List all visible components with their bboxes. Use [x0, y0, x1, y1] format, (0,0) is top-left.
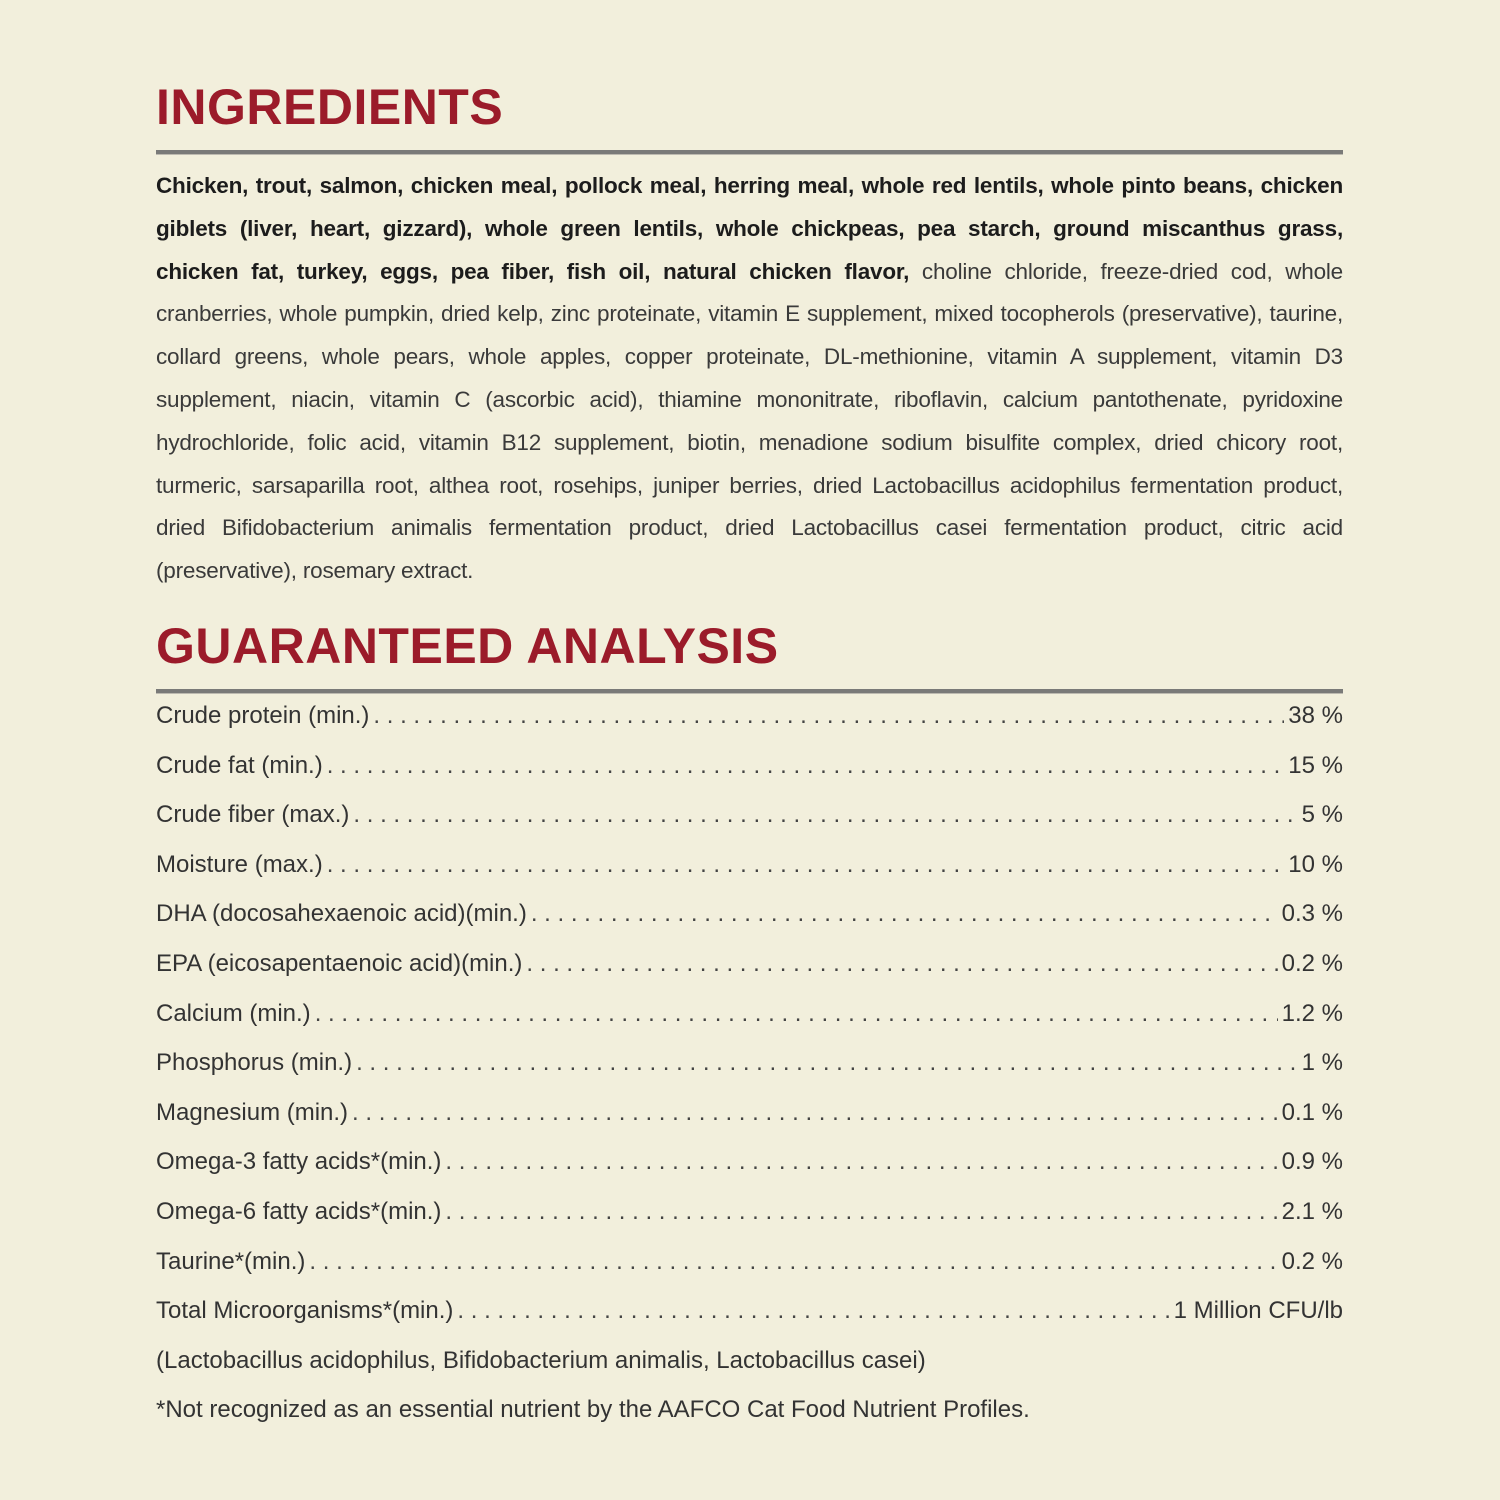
ingredients-divider — [156, 150, 1343, 155]
dot-leader — [353, 801, 1297, 829]
nutrient-label: Omega-6 fatty acids*(min.) — [156, 1197, 442, 1225]
analysis-heading: GUARANTEED ANALYSIS — [156, 618, 779, 674]
ingredients-section: INGREDIENTS Chicken, trout, salmon, chic… — [156, 82, 1343, 593]
analysis-row: Omega-6 fatty acids*(min.) 2.1 % — [156, 1198, 1343, 1248]
analysis-row: Moisture (max.) 10 % — [156, 851, 1343, 901]
dot-leader — [531, 900, 1278, 928]
ingredients-list: Chicken, trout, salmon, chicken meal, po… — [156, 165, 1343, 593]
nutrient-label: Crude protein (min.) — [156, 702, 370, 729]
nutrient-label: Omega-3 fatty acids*(min.) — [156, 1148, 442, 1176]
nutrient-label: Total Microorganisms*(min.) — [156, 1297, 454, 1325]
nutrient-value: 5 % — [1301, 801, 1343, 829]
analysis-row: Crude fat (min.) 15 % — [156, 752, 1343, 802]
analysis-row: Phosphorus (min.) 1 % — [156, 1049, 1343, 1099]
analysis-row: Crude protein (min.) 38 % — [156, 702, 1343, 752]
footnote: *Not recognized as an essential nutrient… — [156, 1396, 1030, 1424]
nutrient-value: 1 % — [1301, 1049, 1343, 1077]
dot-leader — [327, 752, 1285, 780]
dot-leader — [373, 702, 1284, 730]
nutrient-value: 0.2 % — [1281, 949, 1343, 977]
analysis-row: Crude fiber (max.) 5 % — [156, 801, 1343, 851]
nutrient-value: 0.2 % — [1281, 1247, 1343, 1275]
nutrient-label: Crude fat (min.) — [156, 751, 323, 779]
nutrient-label: DHA (docosahexaenoic acid)(min.) — [156, 900, 527, 928]
dot-leader — [457, 1297, 1169, 1325]
nutrient-value: 38 % — [1288, 702, 1343, 729]
nutrient-value: 2.1 % — [1281, 1197, 1343, 1225]
nutrient-value: 10 % — [1288, 850, 1343, 878]
dot-leader — [315, 1000, 1278, 1028]
dot-leader — [445, 1148, 1277, 1176]
dot-leader — [445, 1198, 1277, 1226]
nutrient-value: 1 Million CFU/lb — [1173, 1297, 1343, 1325]
nutrient-label: Phosphorus (min.) — [156, 1049, 353, 1077]
analysis-row: EPA (eicosapentaenoic acid)(min.) 0.2 % — [156, 950, 1343, 1000]
dot-leader — [352, 1099, 1278, 1127]
nutrient-value: 0.1 % — [1281, 1098, 1343, 1126]
analysis-section: GUARANTEED ANALYSIS Crude protein (min.)… — [156, 621, 1343, 1446]
dot-leader — [309, 1248, 1277, 1276]
organisms-note: (Lactobacillus acidophilus, Bifidobacter… — [156, 1346, 926, 1374]
analysis-row: Omega-3 fatty acids*(min.) 0.9 % — [156, 1148, 1343, 1198]
nutrient-value: 15 % — [1288, 751, 1343, 779]
analysis-row: Total Microorganisms*(min.) 1 Million CFU… — [156, 1297, 1343, 1347]
analysis-divider — [156, 689, 1343, 694]
nutrient-value: 0.9 % — [1281, 1148, 1343, 1176]
analysis-table: Crude protein (min.) 38 % Crude fat (min.)… — [156, 702, 1343, 1347]
dot-leader — [356, 1049, 1298, 1077]
analysis-row: Magnesium (min.) 0.1 % — [156, 1099, 1343, 1149]
additional-ingredients: choline chloride, freeze-dried cod, whol… — [156, 258, 1343, 584]
ingredients-heading: INGREDIENTS — [156, 79, 504, 135]
nutrient-label: EPA (eicosapentaenoic acid)(min.) — [156, 949, 523, 977]
nutrient-label: Calcium (min.) — [156, 999, 311, 1027]
nutrient-value: 0.3 % — [1281, 900, 1343, 928]
nutrient-label: Crude fiber (max.) — [156, 801, 350, 829]
dot-leader — [327, 851, 1285, 879]
nutrient-label: Taurine*(min.) — [156, 1247, 306, 1275]
nutrient-label: Moisture (max.) — [156, 850, 323, 878]
dot-leader — [526, 950, 1277, 978]
nutrient-value: 1.2 % — [1281, 999, 1343, 1027]
analysis-row: Taurine*(min.) 0.2 % — [156, 1248, 1343, 1298]
main-ingredients: Chicken, trout, salmon, chicken meal, po… — [156, 173, 1343, 284]
analysis-row: DHA (docosahexaenoic acid)(min.) 0.3 % — [156, 900, 1343, 950]
nutrient-label: Magnesium (min.) — [156, 1098, 349, 1126]
analysis-row: Calcium (min.) 1.2 % — [156, 1000, 1343, 1050]
